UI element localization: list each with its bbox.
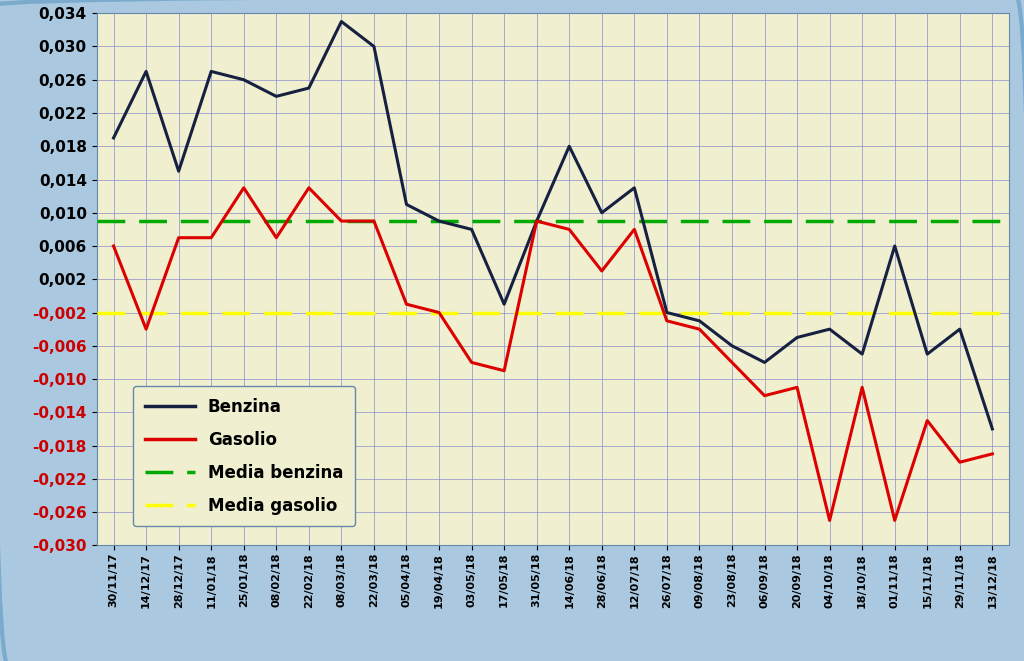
Legend: Benzina, Gasolio, Media benzina, Media gasolio: Benzina, Gasolio, Media benzina, Media g… [133, 386, 355, 526]
